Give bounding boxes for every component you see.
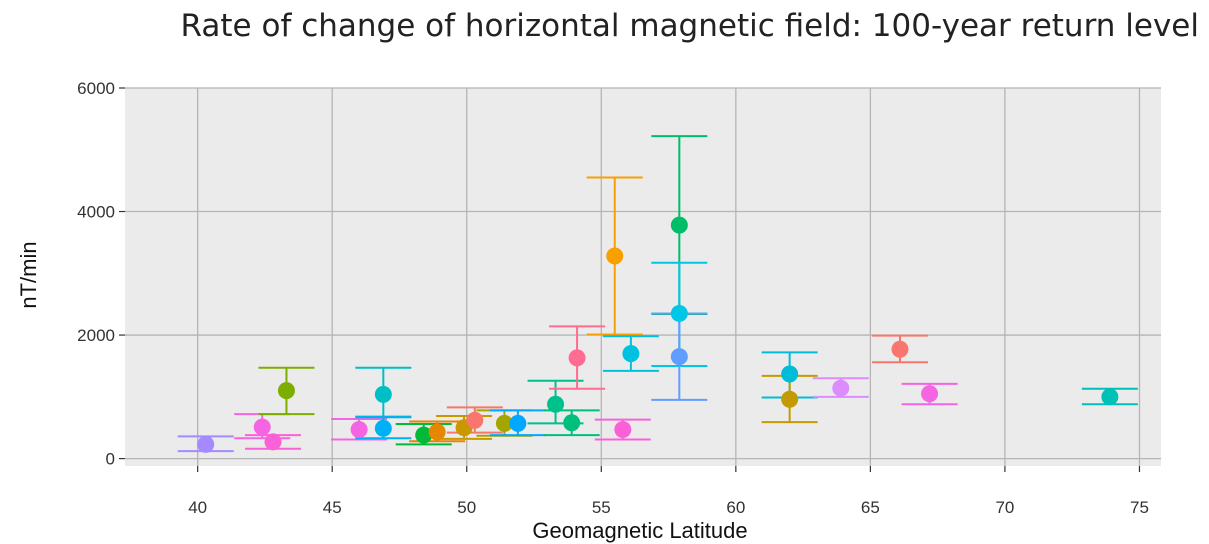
y-tick-label: 4000 <box>77 203 115 222</box>
x-tick-label: 55 <box>592 498 611 517</box>
data-point <box>1101 388 1118 405</box>
y-axis-ticks: 0 2000 4000 6000 <box>77 79 125 469</box>
data-point <box>921 385 938 402</box>
data-point <box>606 248 623 265</box>
x-axis-ticks: 40 45 50 55 60 65 70 75 <box>188 466 1149 517</box>
data-point <box>671 217 688 234</box>
data-point <box>891 341 908 358</box>
data-point <box>832 380 849 397</box>
x-tick-label: 45 <box>323 498 342 517</box>
data-point <box>563 414 580 431</box>
data-point <box>509 415 526 432</box>
data-point <box>622 345 639 362</box>
y-tick-label: 6000 <box>77 79 115 98</box>
x-tick-label: 50 <box>457 498 476 517</box>
data-point <box>547 396 564 413</box>
data-point <box>466 412 483 429</box>
x-tick-label: 40 <box>188 498 207 517</box>
data-point <box>781 365 798 382</box>
y-tick-label: 2000 <box>77 326 115 345</box>
data-point <box>429 424 446 441</box>
data-point <box>569 349 586 366</box>
x-tick-label: 70 <box>995 498 1014 517</box>
y-tick-label: 0 <box>106 450 115 469</box>
x-tick-label: 65 <box>861 498 880 517</box>
data-point <box>614 421 631 438</box>
data-point <box>781 391 798 408</box>
x-tick-label: 75 <box>1130 498 1149 517</box>
data-point <box>254 419 271 436</box>
data-point <box>197 436 214 453</box>
data-point <box>375 420 392 437</box>
data-point <box>265 433 282 450</box>
data-point <box>671 348 688 365</box>
plot-panel <box>125 88 1161 466</box>
x-axis-title: Geomagnetic Latitude <box>532 518 747 543</box>
data-point <box>375 386 392 403</box>
x-tick-label: 60 <box>726 498 745 517</box>
data-point <box>351 421 368 438</box>
data-point <box>671 305 688 322</box>
y-axis-title: nT/min <box>16 241 41 308</box>
data-point <box>278 382 295 399</box>
